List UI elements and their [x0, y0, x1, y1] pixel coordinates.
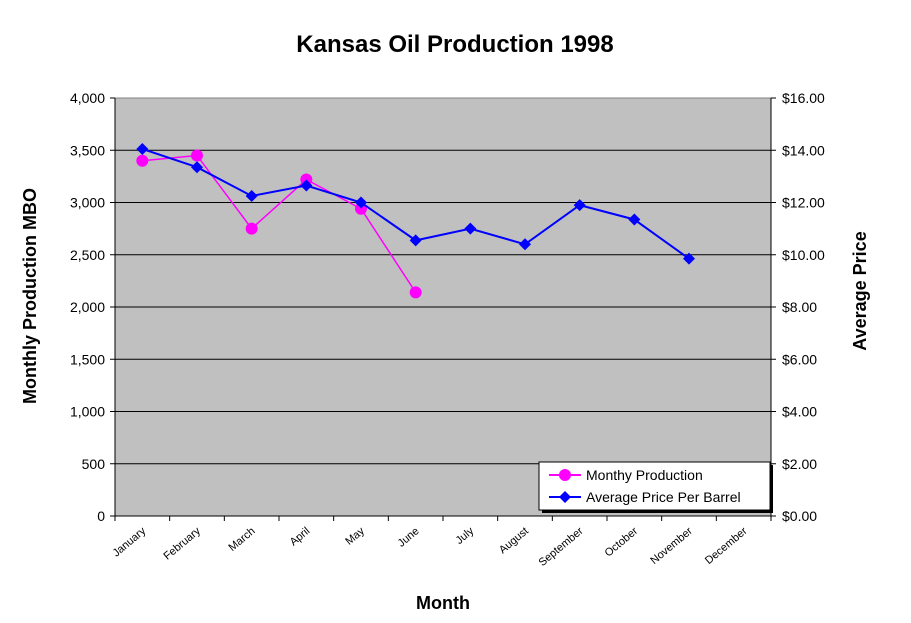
y-tick-label: 4,000 — [70, 90, 105, 106]
x-tick-label: April — [288, 525, 313, 548]
data-point — [573, 199, 586, 212]
series-line — [142, 154, 417, 293]
data-point — [409, 234, 422, 247]
x-tick-label: May — [343, 525, 367, 548]
legend-box — [538, 461, 771, 511]
series-1 — [136, 149, 422, 299]
y-tick-label: 500 — [82, 456, 106, 472]
data-point — [191, 149, 203, 162]
series-2 — [136, 142, 695, 265]
y-tick-label: 1,500 — [70, 351, 105, 367]
data-point — [191, 161, 203, 174]
data-point — [464, 222, 477, 235]
y-tick-label: 3,000 — [70, 195, 105, 211]
y2-tick-label: $6.00 — [782, 351, 817, 367]
y2-tick-label: $10.00 — [782, 247, 825, 263]
data-point — [355, 196, 367, 209]
y2-tick-label: $8.00 — [782, 299, 817, 315]
data-point — [136, 154, 149, 167]
y-tick-label: 2,500 — [70, 247, 105, 263]
y2-tick-label: $4.00 — [782, 404, 817, 420]
x-tick-label: August — [497, 525, 531, 556]
x-tick-label: June — [396, 525, 422, 550]
x-tick-label: July — [454, 525, 477, 547]
y-tick-label: 2,000 — [70, 299, 105, 315]
x-tick-label: December — [703, 525, 750, 567]
y-tick-label: 0 — [97, 508, 105, 524]
data-point — [245, 222, 258, 235]
y-tick-label: 3,500 — [70, 142, 105, 158]
y2-axis-title: Average Price — [850, 231, 870, 350]
y2-tick-label: $0.00 — [782, 508, 817, 524]
x-tick-label: November — [648, 525, 695, 567]
legend-marker — [559, 469, 571, 481]
x-tick-label: October — [603, 525, 641, 560]
data-point — [300, 179, 313, 192]
data-point — [519, 238, 531, 251]
data-point — [628, 213, 641, 226]
y2-tick-label: $14.00 — [782, 142, 825, 158]
legend: Monthy Production Average Price Per Barre… — [538, 461, 773, 513]
x-axis-title: Month — [416, 593, 470, 613]
y2-tick-label: $2.00 — [782, 456, 817, 472]
data-point — [300, 173, 313, 186]
chart-title: Kansas Oil Production 1998 — [296, 31, 613, 58]
legend-label: Average Price Per Barrel — [586, 489, 741, 505]
legend-marker — [559, 491, 571, 503]
data-point — [683, 252, 695, 265]
data-point — [409, 286, 422, 299]
y-axis-title: Monthly Production MBO — [20, 188, 40, 404]
legend-label: Monthy Production — [586, 467, 703, 483]
x-tick-label: September — [537, 525, 586, 569]
y2-tick-label: $16.00 — [782, 90, 825, 106]
x-tick-label: January — [111, 525, 149, 560]
data-point — [245, 189, 258, 202]
data-point — [136, 142, 149, 155]
y-tick-label: 1,000 — [70, 404, 105, 420]
x-tick-label: February — [161, 525, 203, 563]
y2-tick-label: $12.00 — [782, 195, 825, 211]
x-tick-label: March — [226, 525, 257, 554]
